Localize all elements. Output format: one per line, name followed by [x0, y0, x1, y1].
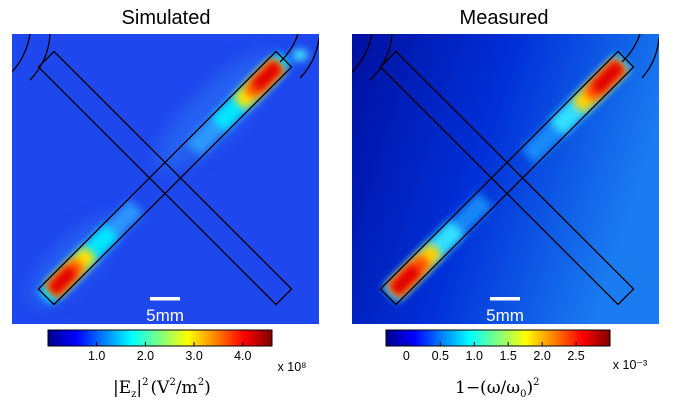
- colorbar-tick-label: 0: [403, 349, 410, 363]
- simulated-title: Simulated: [122, 7, 211, 29]
- measured-scale-label: 5mm: [486, 306, 524, 325]
- simulated-scale-bar: [150, 297, 180, 301]
- simulated-colorbar-exponent: x 10⁸: [278, 360, 307, 374]
- simulated-colorbar-label: |Ez|2 (V2/m2): [113, 377, 211, 400]
- measured-colorbar-exponent: x 10⁻³: [613, 358, 647, 372]
- measured-feed-left: [352, 34, 373, 73]
- colorbar-tick-label: 1.0: [88, 349, 105, 363]
- colorbar-tick-label: 1.0: [466, 349, 483, 363]
- simulated-field-map: [12, 34, 319, 324]
- colorbar-tick-label: 1.5: [499, 349, 516, 363]
- measured-title: Measured: [460, 7, 549, 29]
- simulated-colorbar: [47, 329, 273, 347]
- measured-scale-bar: [490, 297, 520, 301]
- measured-feed-right: [621, 34, 641, 63]
- measured-panel: Measured: [352, 7, 659, 400]
- simulated-colorbar-ticks: 1.0 2.0 3.0 4.0: [88, 342, 252, 363]
- measured-cross-outline: [379, 50, 635, 306]
- simulated-feed-left: [12, 34, 31, 73]
- measured-colorbar-ticks: 0 0.5 1.0 1.5 2.0 2.5: [403, 342, 585, 363]
- colorbar-tick-label: 3.0: [185, 349, 202, 363]
- colorbar-tick-label: 0.5: [432, 349, 449, 363]
- colorbar-tick-label: 2.0: [137, 349, 154, 363]
- simulated-cross-outline: [37, 50, 293, 306]
- measured-colorbar: [385, 329, 611, 347]
- measured-colorbar-label: 1−(ω/ω0)2: [455, 377, 540, 400]
- simulated-feed-right: [279, 34, 299, 63]
- simulated-panel: Simulated: [12, 7, 319, 400]
- colorbar-tick-label: 4.0: [234, 349, 251, 363]
- colorbar-tick-label: 2.0: [533, 349, 550, 363]
- measured-field-map: [352, 34, 659, 324]
- simulated-scale-label: 5mm: [146, 306, 184, 325]
- colorbar-tick-label: 2.5: [567, 349, 584, 363]
